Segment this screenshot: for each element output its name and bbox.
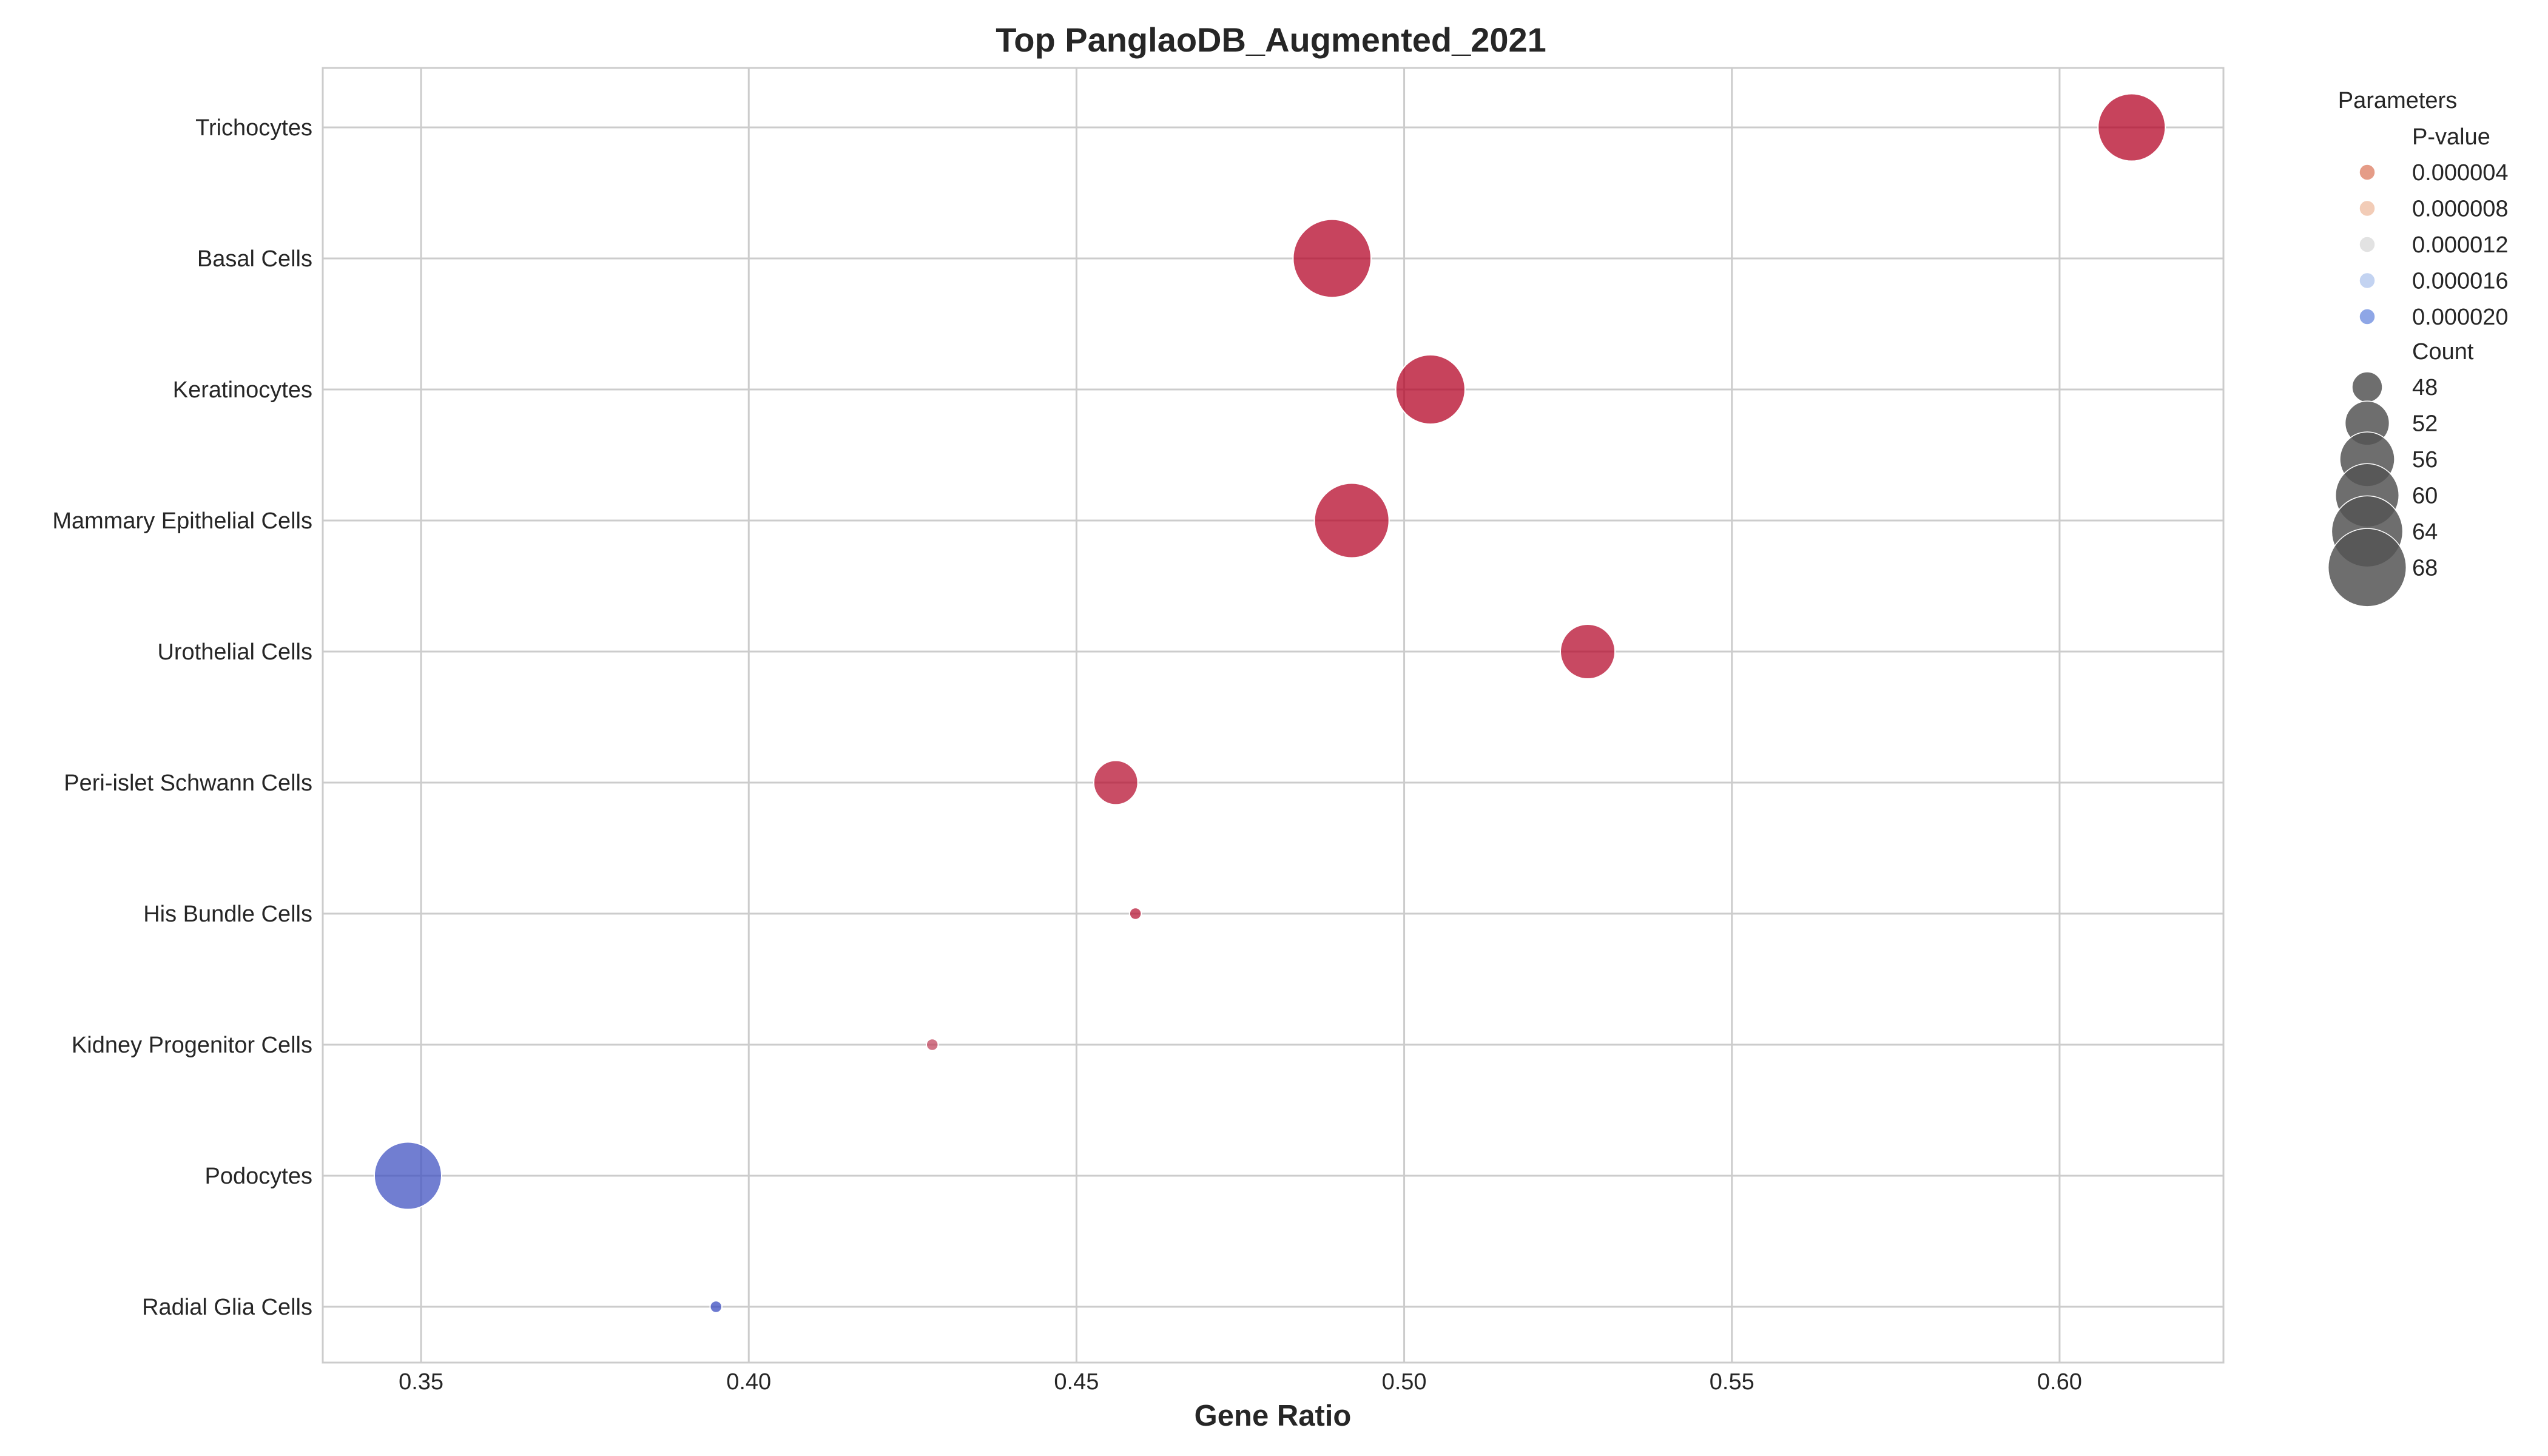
legend-count-label: 68 xyxy=(2412,556,2438,581)
plot-frame xyxy=(322,67,2225,1364)
legend-pvalue-marker xyxy=(2359,272,2376,289)
legend-pvalue-marker xyxy=(2359,200,2376,217)
legend-count-label: 56 xyxy=(2412,447,2438,473)
legend-pvalue-label: 0.000008 xyxy=(2412,197,2509,222)
x-tick-label: 0.60 xyxy=(2037,1369,2082,1395)
legend-count-marker xyxy=(2327,528,2407,607)
data-point xyxy=(1395,354,1466,425)
legend-count-entries: 48 52 56 60 64 68 xyxy=(2327,371,2438,607)
legend-pvalue-title: P-value xyxy=(2412,124,2490,150)
y-tick-label: Keratinocytes xyxy=(173,377,312,403)
data-points xyxy=(373,93,2166,1313)
y-tick-label: Radial Glia Cells xyxy=(142,1295,312,1320)
legend-pvalue-marker xyxy=(2359,236,2376,253)
legend-title: Parameters xyxy=(2338,88,2457,113)
y-tick-label: Podocytes xyxy=(205,1164,312,1189)
data-point xyxy=(1560,623,1616,680)
legend-pvalue-marker xyxy=(2359,308,2376,325)
y-axis-ticks: Trichocytes Basal Cells Keratinocytes Mamma… xyxy=(52,115,312,1320)
x-axis-ticks: 0.35 0.40 0.45 0.50 0.55 0.60 xyxy=(399,1369,2082,1395)
legend-count-label: 52 xyxy=(2412,411,2438,437)
grid-lines xyxy=(323,68,2223,1363)
y-tick-label: Kidney Progenitor Cells xyxy=(72,1033,312,1058)
data-point xyxy=(1313,482,1390,559)
x-tick-label: 0.40 xyxy=(726,1369,771,1395)
x-tick-label: 0.45 xyxy=(1054,1369,1099,1395)
y-tick-label: Trichocytes xyxy=(195,115,312,141)
data-point xyxy=(2097,93,2166,162)
legend-count-label: 64 xyxy=(2412,519,2438,545)
data-point xyxy=(1128,907,1142,920)
x-tick-label: 0.35 xyxy=(399,1369,443,1395)
data-point xyxy=(373,1141,442,1210)
legend-count-label: 48 xyxy=(2412,375,2438,400)
data-point xyxy=(1093,760,1139,806)
x-axis-label: Gene Ratio xyxy=(1195,1400,1352,1432)
legend-pvalue-entries: 0.000004 0.000008 0.000012 0.000016 0.000020 xyxy=(2359,160,2509,330)
x-tick-label: 0.55 xyxy=(1710,1369,1754,1395)
data-point xyxy=(925,1038,939,1051)
legend-pvalue-label: 0.000016 xyxy=(2412,269,2509,294)
y-tick-label: Basal Cells xyxy=(197,246,312,272)
legend-pvalue-label: 0.000004 xyxy=(2412,160,2509,186)
legend-count-label: 60 xyxy=(2412,484,2438,509)
y-tick-label: His Bundle Cells xyxy=(143,902,312,927)
data-point xyxy=(1292,218,1372,298)
y-tick-label: Urothelial Cells xyxy=(157,639,312,665)
chart-title: Top PanglaoDB_Augmented_2021 xyxy=(996,21,1546,59)
x-tick-label: 0.50 xyxy=(1382,1369,1427,1395)
legend: Parameters P-value 0.0000040.0000080.000… xyxy=(2327,88,2509,607)
data-point xyxy=(709,1300,723,1313)
legend-pvalue-label: 0.000012 xyxy=(2412,232,2509,258)
legend-pvalue-label: 0.000020 xyxy=(2412,305,2509,330)
legend-count-title: Count xyxy=(2412,339,2474,365)
y-tick-label: Mammary Epithelial Cells xyxy=(52,508,312,534)
legend-count-marker xyxy=(2351,371,2383,403)
legend-pvalue-marker xyxy=(2359,164,2376,181)
y-tick-label: Peri-islet Schwann Cells xyxy=(64,770,312,796)
